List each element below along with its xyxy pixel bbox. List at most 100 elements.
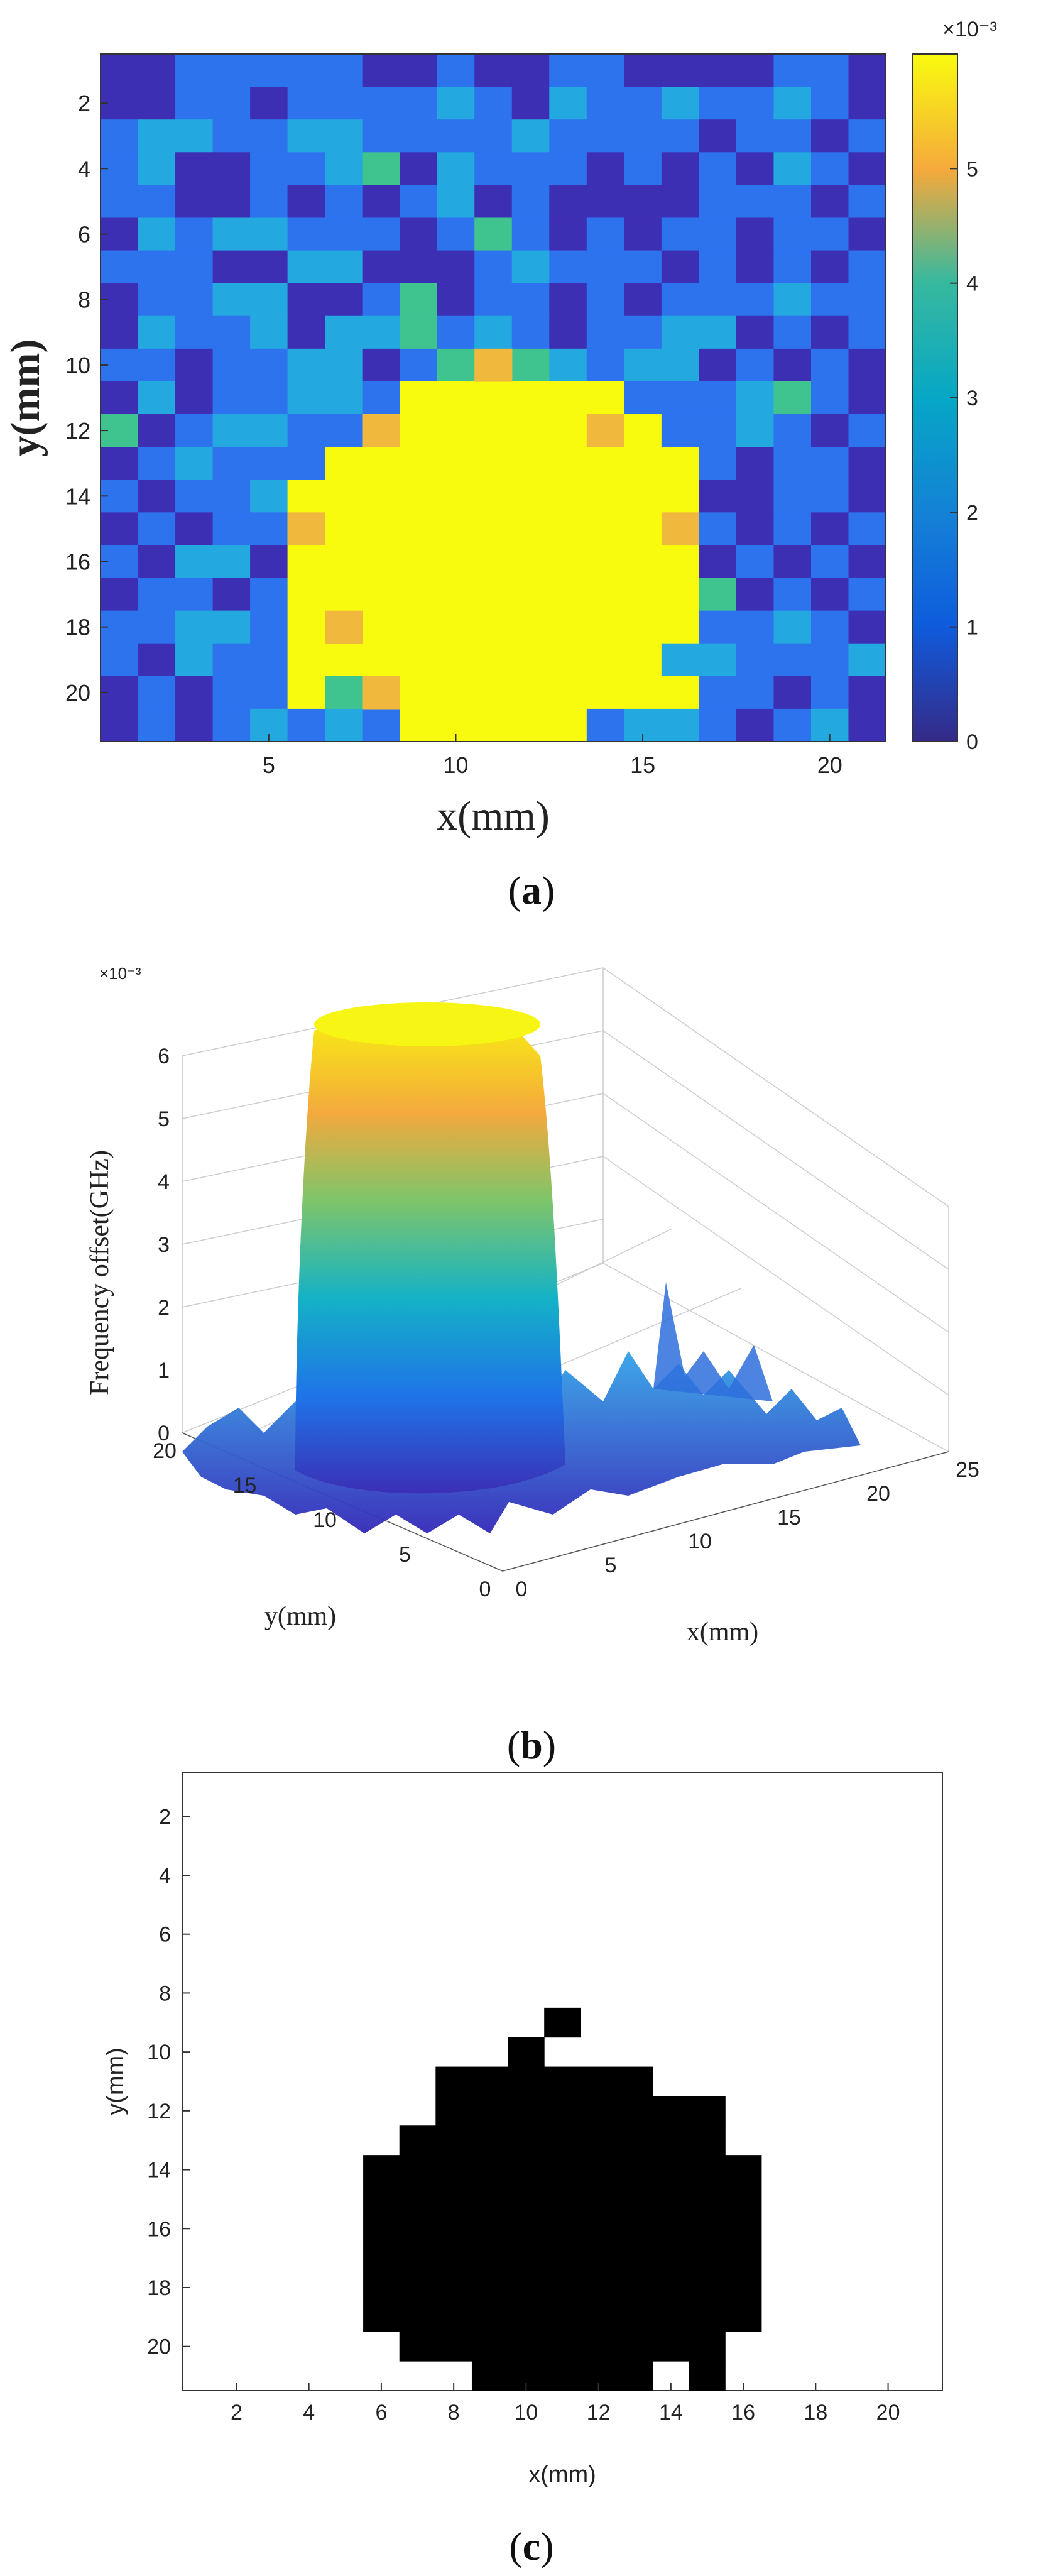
heatmap-cell xyxy=(474,54,513,87)
heatmap-cell xyxy=(325,480,363,513)
heatmap-cell xyxy=(287,578,325,611)
heatmap-cell xyxy=(586,643,624,677)
heatmap-cell xyxy=(848,643,886,677)
heatmap-cell xyxy=(661,152,699,185)
heatmap-cell xyxy=(400,185,438,219)
heatmap-cell xyxy=(175,512,214,546)
heatmap-cell xyxy=(661,217,699,251)
heatmap-cell xyxy=(138,643,176,677)
heatmap-cell xyxy=(586,283,624,317)
heatmap-cell xyxy=(287,545,325,579)
heatmap-cell xyxy=(175,119,214,153)
heatmap-cell xyxy=(661,578,699,611)
heatmap-cell xyxy=(400,283,438,317)
y-tick-label: 18 xyxy=(65,615,90,640)
heatmap-cell xyxy=(400,480,438,513)
mask-chart: 2 4 6 8 10 12 14 16 18 20 2 4 6 8 10 12 14 16 18 20 x(mm) y… xyxy=(102,1772,943,2488)
heatmap-cell xyxy=(699,381,737,415)
heatmap-cell xyxy=(773,152,812,185)
heatmap-cell xyxy=(287,87,325,120)
x-tick-label-3d: 0 xyxy=(516,1577,528,1601)
heatmap-cell xyxy=(699,480,737,513)
heatmap-cell xyxy=(810,643,849,677)
heatmap-cell xyxy=(773,381,812,415)
heatmap-cell xyxy=(848,545,886,579)
heatmap-cell xyxy=(362,152,400,185)
heatmap-cell xyxy=(773,217,812,251)
heatmap-cell xyxy=(511,512,550,546)
heatmap-cell xyxy=(325,119,363,153)
heatmap-cell xyxy=(362,381,400,415)
y-tick-label-3d: 10 xyxy=(313,1508,337,1532)
heatmap-cell xyxy=(586,480,624,513)
mask-cell xyxy=(363,2302,762,2332)
mask-cell xyxy=(363,2184,762,2215)
heatmap-cell xyxy=(848,447,886,480)
heatmap-cell xyxy=(511,414,550,447)
heatmap-cell xyxy=(175,610,214,644)
heatmap-cell xyxy=(362,643,400,677)
heatmap-cell xyxy=(138,315,176,349)
heatmap-cell xyxy=(175,480,214,513)
heatmap-cell xyxy=(400,676,438,710)
heatmap-cell xyxy=(138,578,176,611)
heatmap-cell xyxy=(736,152,775,185)
heatmap-cell xyxy=(437,54,475,87)
heatmap-cell xyxy=(474,447,513,480)
heatmap-cell xyxy=(474,315,513,349)
heatmap-cell xyxy=(362,217,400,251)
heatmap-cell xyxy=(699,250,737,284)
colorbar-tick-label: 3 xyxy=(966,386,978,410)
heatmap-cell xyxy=(250,315,288,349)
heatmap-cell xyxy=(287,185,325,219)
x-tick-label: 10 xyxy=(443,752,468,778)
heatmap-cell xyxy=(138,545,176,579)
heatmap-cell xyxy=(810,54,849,87)
heatmap-cell xyxy=(624,610,662,644)
heatmap-cell xyxy=(586,250,624,284)
heatmap-cell xyxy=(699,512,737,546)
heatmap-cell xyxy=(699,414,737,447)
heatmap-cell xyxy=(511,283,550,317)
heatmap-cell xyxy=(736,643,775,677)
x-tick-label-c: 16 xyxy=(731,2401,755,2425)
heatmap-cell xyxy=(325,54,363,87)
mask-cell xyxy=(435,2066,653,2096)
heatmap-cell xyxy=(287,315,325,349)
heatmap-cell xyxy=(474,676,513,710)
heatmap-cell xyxy=(400,512,438,546)
heatmap-cell xyxy=(400,643,438,677)
heatmap-cell xyxy=(474,610,513,644)
heatmap-cell xyxy=(699,610,737,644)
y-tick-label-c: 16 xyxy=(147,2217,171,2241)
heatmap-cell xyxy=(624,54,662,87)
heatmap-cell xyxy=(212,447,251,480)
heatmap-cell xyxy=(810,578,849,611)
heatmap-cell xyxy=(437,348,475,382)
heatmap-cell xyxy=(511,676,550,710)
x-tick-label-c: 10 xyxy=(514,2401,538,2425)
heatmap-frame xyxy=(100,53,886,742)
surface-top xyxy=(314,1002,540,1046)
heatmap-cell xyxy=(624,217,662,251)
heatmap-cell xyxy=(101,250,139,284)
heatmap-cell xyxy=(549,381,587,415)
heatmap-cell xyxy=(287,348,325,382)
heatmap-cell xyxy=(101,578,139,611)
heatmap-cell xyxy=(325,185,363,219)
heatmap-cell xyxy=(848,315,886,349)
heatmap-cell xyxy=(212,381,251,415)
heatmap-cell xyxy=(212,708,251,742)
x-tick-label-3d: 10 xyxy=(688,1530,712,1554)
heatmap-cell xyxy=(212,512,251,546)
heatmap-cell xyxy=(511,578,550,611)
heatmap-cell xyxy=(101,643,139,677)
y-tick-label-3d: 15 xyxy=(233,1474,257,1498)
heatmap-cell xyxy=(810,610,849,644)
heatmap-cell xyxy=(511,610,550,644)
z-axis-label: Frequency offset(GHz) xyxy=(85,1150,114,1395)
x-tick-label-c: 8 xyxy=(448,2401,460,2425)
heatmap-cell xyxy=(773,610,812,644)
heatmap-cell xyxy=(586,381,624,415)
